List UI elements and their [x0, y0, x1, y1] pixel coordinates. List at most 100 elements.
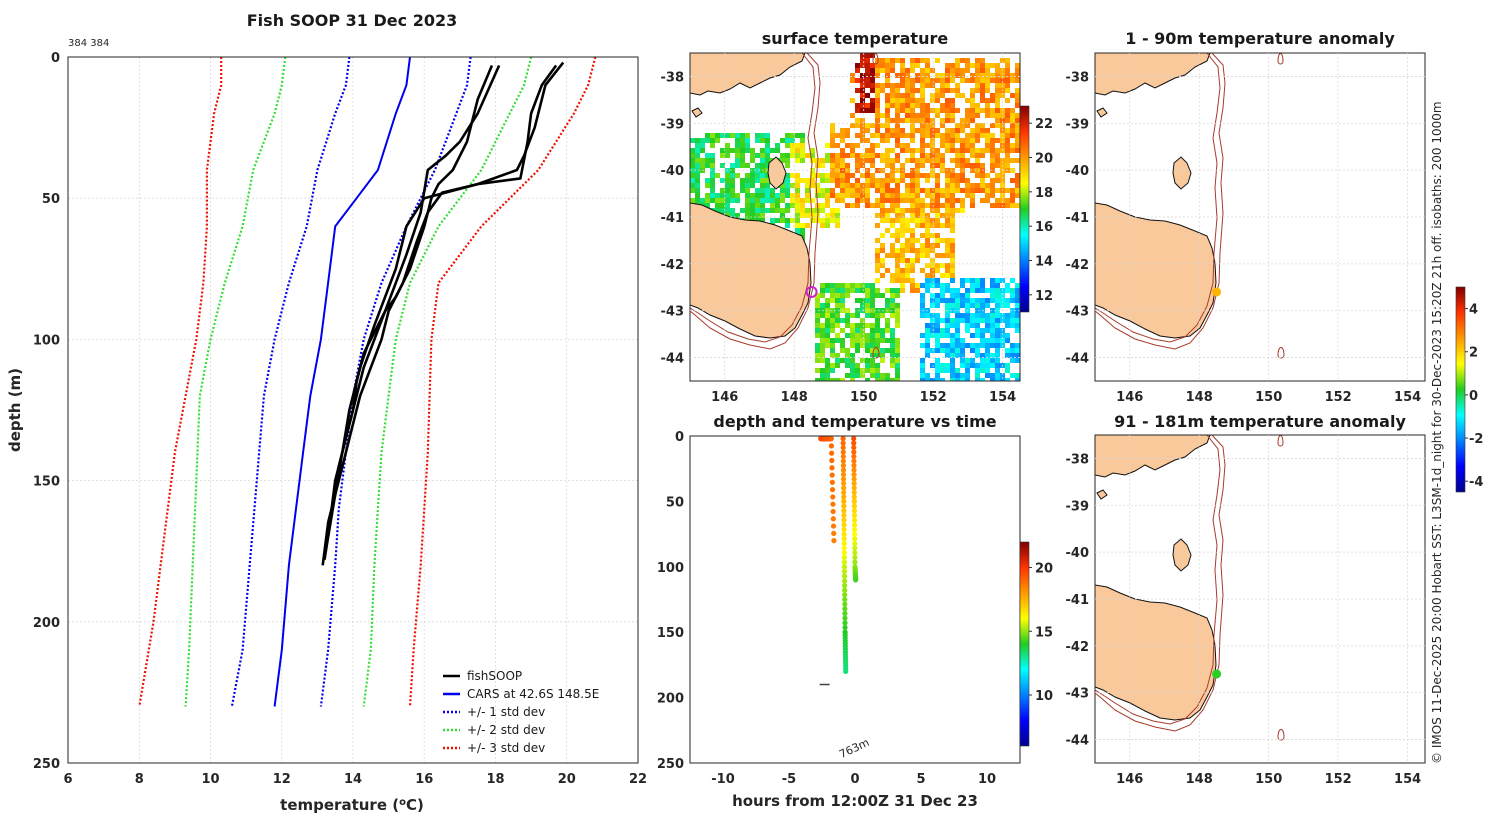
sst-pixel — [955, 158, 960, 163]
sst-pixel — [900, 258, 905, 263]
sst-pixel — [710, 153, 715, 158]
depth-time-xlabel: hours from 12:00Z 31 Dec 23 — [732, 792, 978, 810]
sst-pixel — [820, 338, 825, 343]
sst-pixel — [860, 98, 865, 103]
sst-pixel — [915, 248, 920, 253]
sst-pixel — [925, 58, 930, 63]
sst-pixel — [905, 243, 910, 248]
sst-pixel — [930, 133, 935, 138]
sst-pixel — [865, 178, 870, 183]
sst-pixel — [770, 198, 775, 203]
sst-pixel — [875, 258, 880, 263]
sst-pixel — [945, 333, 950, 338]
sst-pixel — [865, 128, 870, 133]
sst-pixel — [1015, 93, 1020, 98]
sst-pixel — [955, 323, 960, 328]
sst-pixel — [850, 98, 855, 103]
sst-pixel — [905, 158, 910, 163]
sst-pixel — [1005, 313, 1010, 318]
sst-pixel — [895, 113, 900, 118]
sst-pixel — [825, 328, 830, 333]
sst-pixel — [920, 173, 925, 178]
sst-pixel — [930, 278, 935, 283]
sst-pixel — [945, 188, 950, 193]
sst-pixel — [745, 188, 750, 193]
sst-pixel — [830, 283, 835, 288]
sst-pixel — [835, 158, 840, 163]
sst-pixel — [960, 208, 965, 213]
sst-pixel — [925, 333, 930, 338]
sst-pixel — [890, 223, 895, 228]
sst-pixel — [915, 158, 920, 163]
sst-pixel — [925, 173, 930, 178]
sst-pixel — [845, 333, 850, 338]
sst-pixel — [895, 368, 900, 373]
sst-pixel — [915, 258, 920, 263]
sst-pixel — [985, 313, 990, 318]
sst-pixel — [795, 173, 800, 178]
sst-pixel — [980, 78, 985, 83]
sst-pixel — [890, 163, 895, 168]
sst-pixel — [755, 133, 760, 138]
sst-pixel — [940, 93, 945, 98]
sst-pixel — [1005, 68, 1010, 73]
sst-pixel — [825, 323, 830, 328]
sst-ytick: -38 — [661, 70, 685, 85]
sst-pixel — [855, 153, 860, 158]
sst-pixel — [825, 378, 830, 381]
profile-ytick: 150 — [33, 475, 60, 490]
sst-pixel — [955, 353, 960, 358]
sst-pixel — [820, 173, 825, 178]
sst-pixel — [930, 123, 935, 128]
sst-pixel — [955, 343, 960, 348]
sst-pixel — [830, 323, 835, 328]
a2-xtick: 154 — [1394, 772, 1421, 787]
sst-pixel — [740, 183, 745, 188]
sst-pixel — [885, 133, 890, 138]
depth-time-point — [841, 485, 847, 491]
sst-pixel — [890, 203, 895, 208]
sst-colorbar-label: 14 — [1035, 255, 1053, 270]
sst-pixel — [890, 348, 895, 353]
sst-pixel — [865, 183, 870, 188]
sst-pixel — [935, 128, 940, 133]
sst-pixel — [895, 353, 900, 358]
sst-pixel — [940, 153, 945, 158]
sst-pixel — [790, 198, 795, 203]
sst-pixel — [745, 163, 750, 168]
sst-pixel — [805, 178, 810, 183]
sst-pixel — [910, 248, 915, 253]
legend-label-fish: fishSOOP — [467, 669, 522, 683]
sst-pixel — [970, 148, 975, 153]
sst-pixel — [835, 223, 840, 228]
sst-pixel — [955, 368, 960, 373]
sst-pixel — [895, 238, 900, 243]
sst-pixel — [845, 313, 850, 318]
sst-pixel — [940, 368, 945, 373]
sst-pixel — [890, 218, 895, 223]
sst-pixel — [945, 148, 950, 153]
sst-pixel — [855, 308, 860, 313]
sst-pixel — [905, 143, 910, 148]
sst-pixel — [945, 128, 950, 133]
sst-pixel — [980, 163, 985, 168]
sst-pixel — [880, 348, 885, 353]
sst-pixel — [900, 233, 905, 238]
sst-pixel — [870, 368, 875, 373]
sst-xtick: 154 — [989, 390, 1016, 405]
sst-pixel — [950, 288, 955, 293]
sst-pixel — [895, 228, 900, 233]
sst-pixel — [830, 328, 835, 333]
sst-pixel — [890, 278, 895, 283]
sst-pixel — [870, 53, 875, 58]
a1-ytick: -40 — [1066, 164, 1090, 179]
sst-pixel — [790, 148, 795, 153]
sst-pixel — [815, 298, 820, 303]
sst-pixel — [930, 203, 935, 208]
sst-pixel — [980, 188, 985, 193]
sst-pixel — [900, 288, 905, 293]
sst-pixel — [995, 318, 1000, 323]
sst-pixel — [970, 78, 975, 83]
sst-pixel — [840, 338, 845, 343]
sst-pixel — [730, 148, 735, 153]
